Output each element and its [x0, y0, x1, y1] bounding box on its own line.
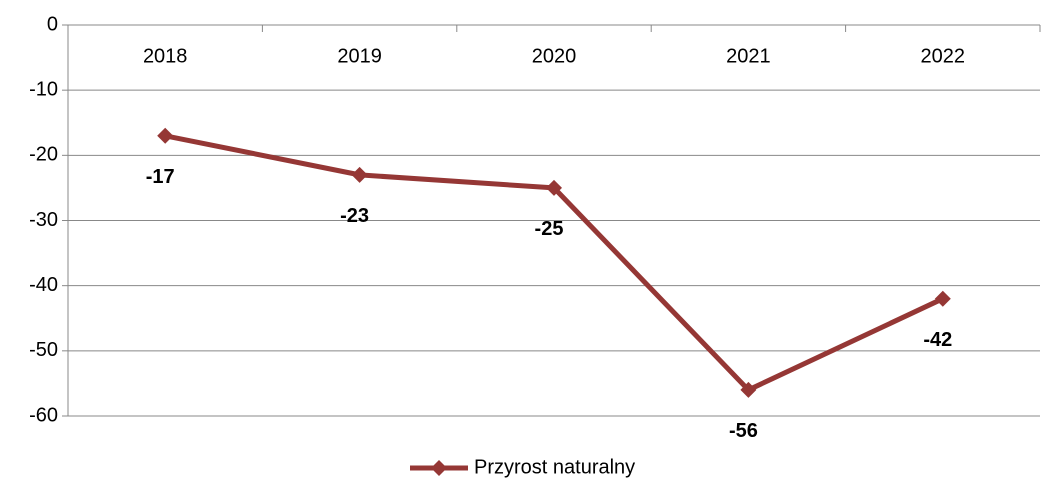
legend-label: Przyrost naturalny	[474, 456, 635, 478]
x-tick-label: 2022	[921, 45, 966, 67]
x-tick-label: 2018	[143, 45, 188, 67]
y-tick-label: -10	[29, 78, 58, 100]
y-tick-label: 0	[47, 13, 58, 35]
y-tick-label: -50	[29, 339, 58, 361]
data-point	[934, 290, 951, 307]
data-point	[157, 127, 174, 144]
y-tick-label: -30	[29, 209, 58, 231]
x-tick-label: 2019	[337, 45, 382, 67]
y-tick-label: -20	[29, 144, 58, 166]
data-label: -42	[923, 329, 952, 351]
data-label: -25	[535, 218, 564, 240]
x-tick-label: 2020	[532, 45, 577, 67]
data-label: -17	[146, 166, 175, 188]
y-tick-label: -40	[29, 274, 58, 296]
data-point	[351, 166, 368, 183]
data-line	[164, 133, 944, 393]
legend-marker	[431, 460, 447, 476]
x-tick-label: 2021	[726, 45, 771, 67]
data-point	[546, 179, 562, 196]
data-label: -56	[729, 420, 758, 442]
y-tick-label: -60	[29, 404, 58, 426]
data-label: -23	[340, 205, 369, 227]
data-point	[740, 381, 757, 398]
